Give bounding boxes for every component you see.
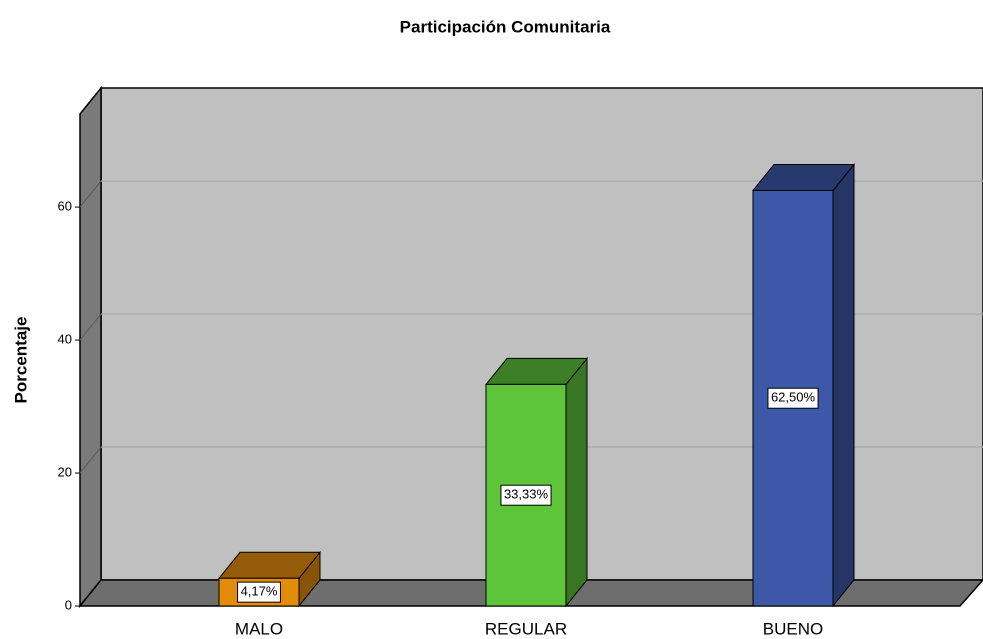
value-label-box bbox=[500, 484, 552, 506]
grid-line bbox=[79, 446, 102, 474]
grid-line bbox=[79, 313, 102, 341]
bar bbox=[751, 163, 856, 608]
bar-side bbox=[832, 163, 855, 608]
value-label-box bbox=[237, 581, 281, 603]
left-wall bbox=[79, 85, 102, 609]
bar bbox=[484, 356, 589, 608]
x-tick-label: REGULAR bbox=[485, 619, 567, 638]
y-tick-label: 0 bbox=[65, 597, 72, 612]
y-tick-label: 20 bbox=[58, 464, 72, 479]
value-label-box bbox=[767, 387, 819, 409]
value-label: 33,33% bbox=[504, 487, 549, 502]
y-tick-label: 60 bbox=[58, 199, 72, 214]
bar-side bbox=[565, 356, 588, 608]
x-tick-label: BUENO bbox=[763, 619, 823, 638]
y-tick-label: 40 bbox=[58, 331, 72, 346]
value-label: 4,17% bbox=[241, 584, 278, 599]
chart-title: Participación Comunitaria bbox=[400, 17, 611, 36]
grid-line bbox=[79, 180, 102, 208]
y-axis-label: Porcentaje bbox=[11, 317, 30, 404]
value-label: 62,50% bbox=[771, 390, 816, 405]
x-tick-label: MALO bbox=[235, 619, 283, 638]
